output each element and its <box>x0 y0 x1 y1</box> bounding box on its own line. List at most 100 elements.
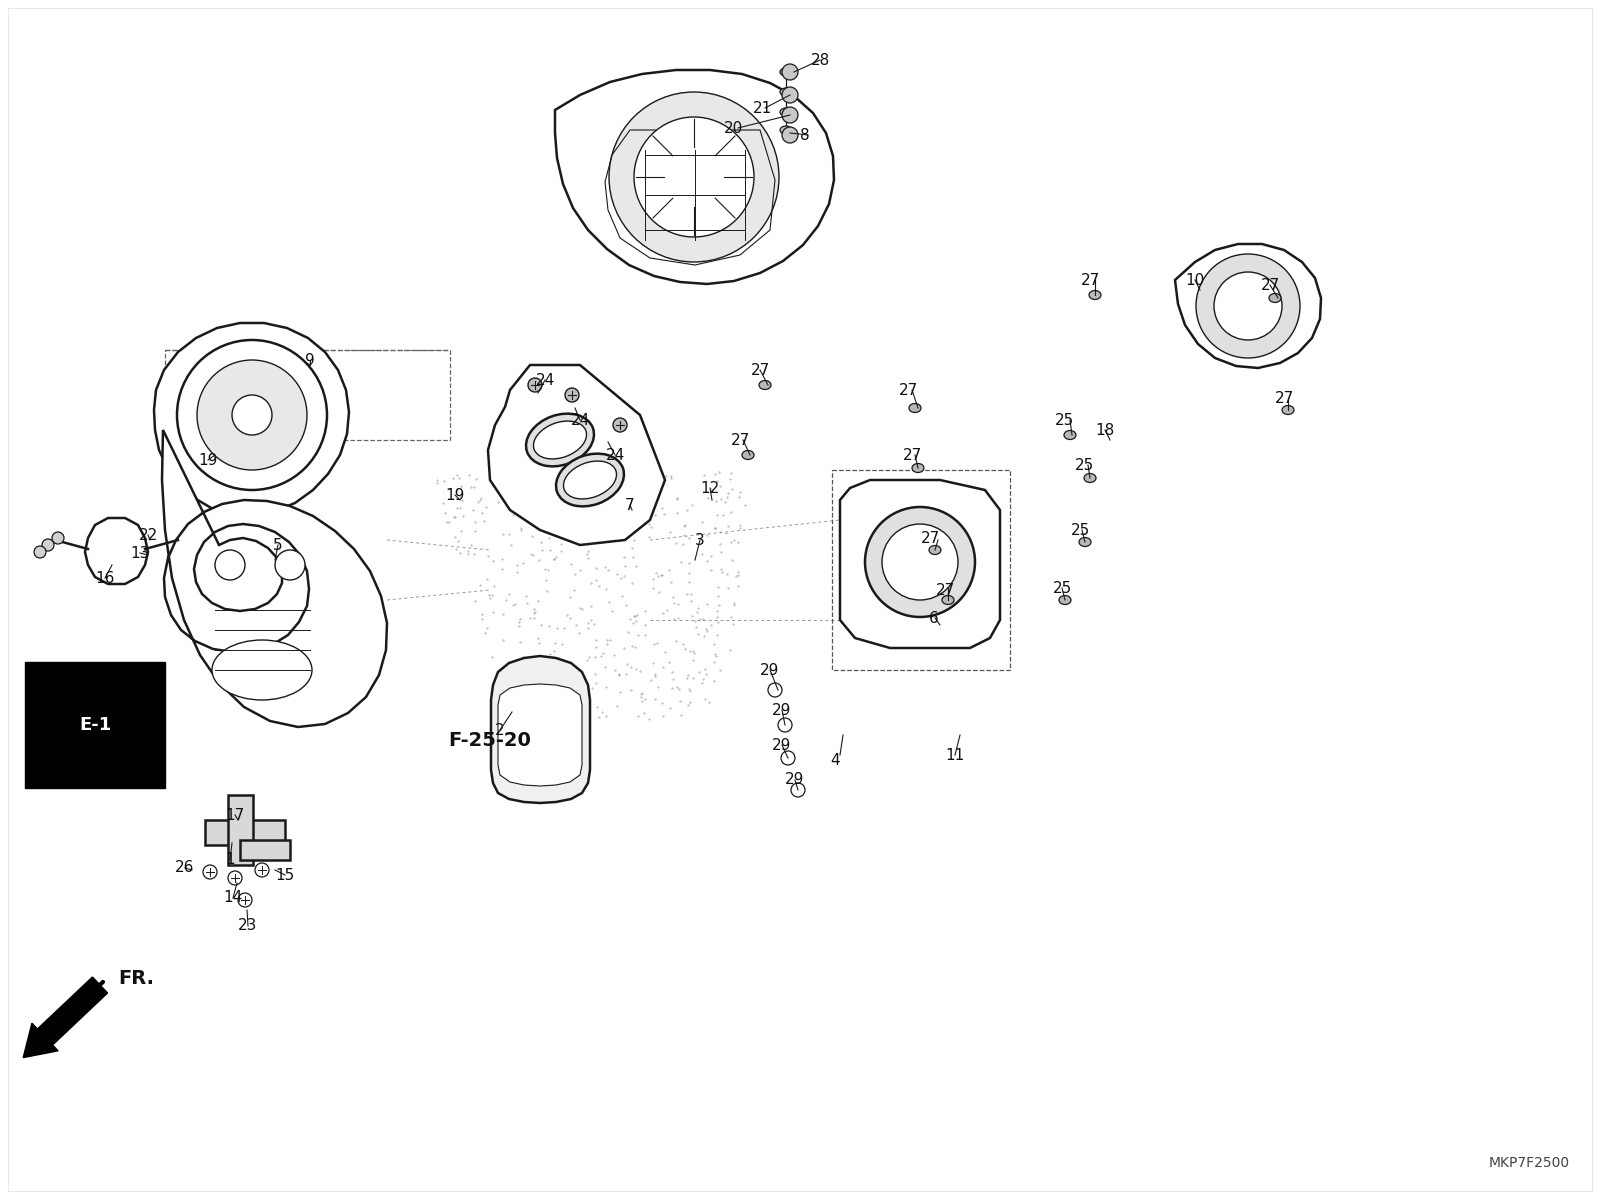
Point <box>435 512 461 531</box>
Text: 14: 14 <box>224 891 243 905</box>
Point <box>554 605 579 625</box>
Point <box>602 645 627 664</box>
Point <box>558 608 584 627</box>
Point <box>614 528 640 547</box>
Point <box>538 679 563 698</box>
Point <box>638 670 664 689</box>
Point <box>627 661 653 680</box>
Point <box>661 588 686 607</box>
Polygon shape <box>491 656 590 803</box>
Point <box>581 501 606 520</box>
Point <box>707 476 733 495</box>
Point <box>542 633 568 652</box>
Point <box>466 493 491 512</box>
Point <box>501 490 526 510</box>
Point <box>445 531 470 550</box>
Point <box>728 516 754 535</box>
Point <box>624 659 650 679</box>
Ellipse shape <box>557 453 624 506</box>
Point <box>672 516 698 535</box>
Point <box>432 504 458 523</box>
Text: 25: 25 <box>1056 412 1075 428</box>
Point <box>534 560 560 579</box>
Point <box>619 573 645 592</box>
Point <box>528 532 554 552</box>
Point <box>608 482 634 501</box>
Text: 5: 5 <box>274 537 283 553</box>
Point <box>462 522 488 541</box>
Point <box>584 673 610 692</box>
Point <box>688 609 714 628</box>
Point <box>549 534 574 553</box>
Point <box>549 634 574 653</box>
Text: 19: 19 <box>198 452 218 468</box>
Point <box>595 516 621 535</box>
Point <box>454 544 480 564</box>
Point <box>509 518 534 537</box>
Point <box>512 477 538 496</box>
Point <box>550 501 576 520</box>
Point <box>626 706 651 725</box>
Point <box>614 463 640 482</box>
Point <box>595 592 621 611</box>
Polygon shape <box>154 323 349 516</box>
Point <box>638 518 664 537</box>
Point <box>656 652 682 671</box>
Point <box>704 646 730 665</box>
Point <box>499 596 525 615</box>
Point <box>554 671 579 691</box>
Point <box>622 605 648 625</box>
Point <box>664 534 690 553</box>
Ellipse shape <box>1059 596 1070 604</box>
Text: 27: 27 <box>750 362 770 378</box>
Point <box>677 682 702 701</box>
Point <box>474 619 499 638</box>
Point <box>643 667 669 686</box>
Point <box>555 495 581 514</box>
Text: 25: 25 <box>1070 523 1090 537</box>
Point <box>467 576 493 595</box>
Text: 25: 25 <box>1053 580 1072 596</box>
Ellipse shape <box>758 380 771 390</box>
Point <box>488 664 514 683</box>
Circle shape <box>214 550 245 580</box>
Point <box>658 522 683 541</box>
Text: 29: 29 <box>760 663 779 677</box>
Ellipse shape <box>1269 294 1282 302</box>
Point <box>528 615 554 634</box>
Point <box>494 698 520 717</box>
Point <box>536 529 562 548</box>
Text: 12: 12 <box>701 481 720 495</box>
Point <box>675 665 701 685</box>
Point <box>680 641 706 661</box>
Point <box>667 691 693 710</box>
Circle shape <box>781 751 795 765</box>
Point <box>509 520 534 540</box>
Point <box>469 504 494 523</box>
Circle shape <box>528 378 542 392</box>
Point <box>642 664 667 683</box>
Point <box>658 698 683 717</box>
Circle shape <box>1197 254 1299 359</box>
Point <box>530 501 555 520</box>
Point <box>726 487 752 506</box>
Ellipse shape <box>781 68 792 76</box>
Text: E-1: E-1 <box>78 716 110 734</box>
Circle shape <box>197 360 307 470</box>
Point <box>725 576 750 595</box>
Point <box>619 548 645 567</box>
Point <box>672 525 698 544</box>
Point <box>704 472 730 492</box>
Point <box>634 488 659 507</box>
Point <box>594 634 619 653</box>
Text: 16: 16 <box>96 571 115 585</box>
Point <box>445 482 470 501</box>
Point <box>570 490 595 510</box>
Point <box>632 602 658 621</box>
Point <box>538 483 563 502</box>
Point <box>430 493 456 512</box>
Point <box>592 706 618 725</box>
Point <box>574 619 600 638</box>
Text: 13: 13 <box>130 546 150 560</box>
Circle shape <box>634 118 754 237</box>
